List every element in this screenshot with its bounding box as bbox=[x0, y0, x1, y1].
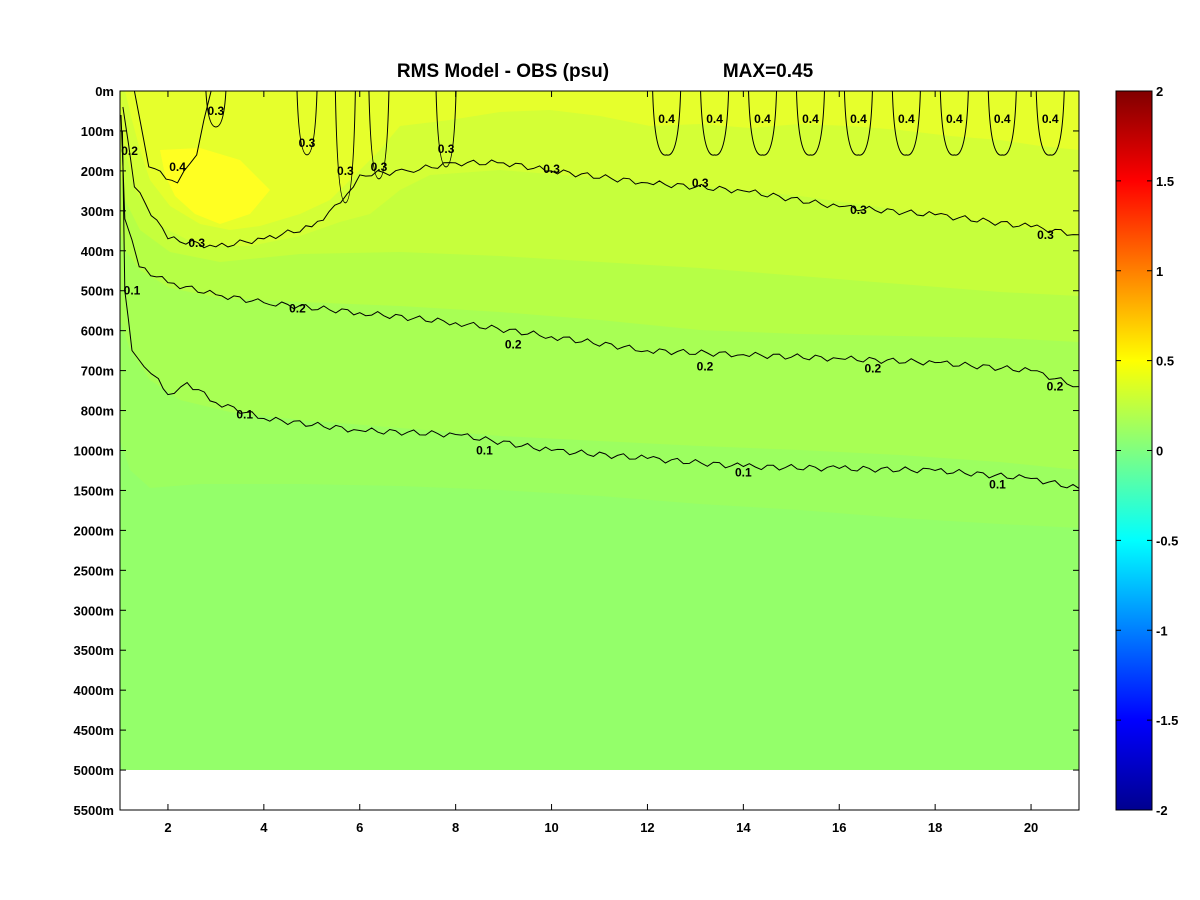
contour-label: 0.2 bbox=[1047, 380, 1064, 394]
colorbar-ticks: 2 1.5 1 0.5 0 -0.5 -1 -1.5 -2 bbox=[1116, 84, 1178, 818]
x-tick-label: 14 bbox=[736, 820, 751, 835]
contour-label: 0.4 bbox=[1042, 112, 1059, 126]
y-tick-label: 5000m bbox=[74, 763, 114, 778]
x-tick-label: 18 bbox=[928, 820, 942, 835]
contour-lobe bbox=[368, 91, 390, 180]
band-level-6 bbox=[125, 91, 1079, 230]
contour-label: 0.1 bbox=[476, 444, 493, 458]
contour-label: 0.3 bbox=[371, 160, 388, 174]
contour-line-0.4 bbox=[133, 91, 212, 184]
x-tick-label: 10 bbox=[544, 820, 558, 835]
colorbar-tick-label: 2 bbox=[1156, 84, 1163, 99]
contour-label: 0.4 bbox=[850, 112, 867, 126]
y-tick-label: 600m bbox=[81, 324, 114, 339]
contour-line-0.3 bbox=[122, 106, 1079, 249]
contour-label: 0.3 bbox=[1037, 228, 1054, 242]
contour-label: 0.3 bbox=[299, 136, 316, 150]
chart-title: RMS Model - OBS (psu) bbox=[397, 61, 609, 82]
colorbar-tick-label: 0 bbox=[1156, 444, 1163, 459]
y-tick-label: 4500m bbox=[74, 723, 114, 738]
x-tick-label: 16 bbox=[832, 820, 846, 835]
y-tick-label: 200m bbox=[81, 164, 114, 179]
contour-label: 0.4 bbox=[169, 160, 186, 174]
contour-label: 0.3 bbox=[208, 104, 225, 118]
contour-lobe-0.4 bbox=[891, 91, 921, 156]
y-tick-label: 800m bbox=[81, 404, 114, 419]
x-tick-label: 20 bbox=[1024, 820, 1038, 835]
contour-label: 0.2 bbox=[289, 302, 306, 316]
y-tick-label: 3500m bbox=[74, 643, 114, 658]
y-axis-ticks: 0m 100m 200m 300m 400m 500m 600m 700m 800m 1000m 1… bbox=[74, 84, 1079, 818]
contour-label: 0.2 bbox=[864, 362, 881, 376]
filled-contour-bands bbox=[120, 91, 1079, 770]
contour-label: 0.1 bbox=[124, 284, 141, 298]
y-tick-label: 400m bbox=[81, 244, 114, 259]
contour-label: 0.4 bbox=[898, 112, 915, 126]
x-axis-ticks: 2 4 6 8 10 12 14 16 18 20 bbox=[164, 91, 1038, 835]
contour-line-0.1 bbox=[121, 130, 1079, 489]
contour-label: 0.4 bbox=[994, 112, 1011, 126]
colorbar-tick-label: 1.5 bbox=[1156, 174, 1174, 189]
x-tick-label: 12 bbox=[640, 820, 654, 835]
contour-line-0.2 bbox=[120, 114, 1079, 388]
contour-lobe-0.4 bbox=[795, 91, 825, 156]
contour-labels: 0.1 0.1 0.1 0.1 0.1 0.2 0.2 0.2 0.2 0.2 0.2 0.3 0.3 0… bbox=[121, 104, 1063, 491]
contour-label: 0.3 bbox=[850, 203, 867, 217]
colorbar-tick-label: 0.5 bbox=[1156, 354, 1174, 369]
contour-lobe bbox=[296, 91, 318, 156]
colorbar-tick-label: -1 bbox=[1156, 623, 1168, 638]
contour-label: 0.2 bbox=[697, 360, 714, 374]
contour-label: 0.1 bbox=[236, 408, 253, 422]
y-tick-label: 1000m bbox=[74, 444, 114, 459]
contour-lobe-0.4 bbox=[939, 91, 969, 156]
y-tick-label: 2500m bbox=[74, 563, 114, 578]
contour-label: 0.2 bbox=[121, 144, 138, 158]
colorbar bbox=[1115, 90, 1153, 811]
contour-lobe bbox=[205, 91, 227, 128]
contour-lines bbox=[120, 91, 1079, 489]
contour-label: 0.3 bbox=[188, 236, 205, 250]
y-tick-label: 5500m bbox=[74, 803, 114, 818]
contour-label: 0.4 bbox=[946, 112, 963, 126]
x-tick-label: 8 bbox=[452, 820, 459, 835]
max-label: MAX=0.45 bbox=[723, 61, 814, 82]
colorbar-tick-label: -0.5 bbox=[1156, 533, 1178, 548]
contour-label: 0.3 bbox=[543, 162, 560, 176]
y-tick-label: 500m bbox=[81, 284, 114, 299]
contour-label: 0.3 bbox=[438, 142, 455, 156]
y-tick-label: 700m bbox=[81, 364, 114, 379]
contour-label: 0.2 bbox=[505, 338, 522, 352]
colorbar-tick-label: 1 bbox=[1156, 264, 1163, 279]
y-tick-label: 4000m bbox=[74, 683, 114, 698]
contour-label: 0.4 bbox=[802, 112, 819, 126]
contour-label: 0.4 bbox=[706, 112, 723, 126]
y-tick-label: 300m bbox=[81, 204, 114, 219]
contour-label: 0.3 bbox=[692, 176, 709, 190]
contour-lobe-0.4 bbox=[652, 91, 682, 156]
contour-lobe-0.4 bbox=[843, 91, 873, 156]
contour-lobe-0.4 bbox=[748, 91, 778, 156]
contour-label: 0.4 bbox=[754, 112, 771, 126]
contour-lobe-0.4 bbox=[987, 91, 1017, 156]
contour-lobe-0.4 bbox=[700, 91, 730, 156]
contour-lobe bbox=[334, 91, 356, 204]
colorbar-tick-label: -1.5 bbox=[1156, 713, 1178, 728]
contour-label: 0.1 bbox=[989, 477, 1006, 491]
y-tick-label: 100m bbox=[81, 124, 114, 139]
x-tick-label: 6 bbox=[356, 820, 363, 835]
y-tick-label: 0m bbox=[95, 84, 114, 99]
contour-label: 0.1 bbox=[735, 465, 752, 479]
x-tick-label: 4 bbox=[260, 820, 268, 835]
contour-label: 0.4 bbox=[658, 112, 675, 126]
contour-lobe-0.4 bbox=[1035, 91, 1065, 156]
contour-label: 0.3 bbox=[337, 164, 354, 178]
y-tick-label: 1500m bbox=[74, 483, 114, 498]
contour-lobe bbox=[435, 91, 457, 168]
y-tick-label: 2000m bbox=[74, 523, 114, 538]
y-tick-label: 3000m bbox=[74, 603, 114, 618]
x-tick-label: 2 bbox=[164, 820, 171, 835]
colorbar-tick-label: -2 bbox=[1156, 803, 1168, 818]
